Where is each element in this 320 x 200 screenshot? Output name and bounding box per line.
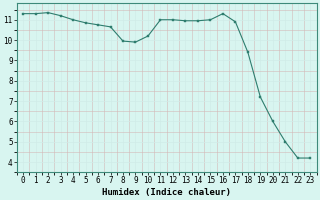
X-axis label: Humidex (Indice chaleur): Humidex (Indice chaleur) [102, 188, 231, 197]
